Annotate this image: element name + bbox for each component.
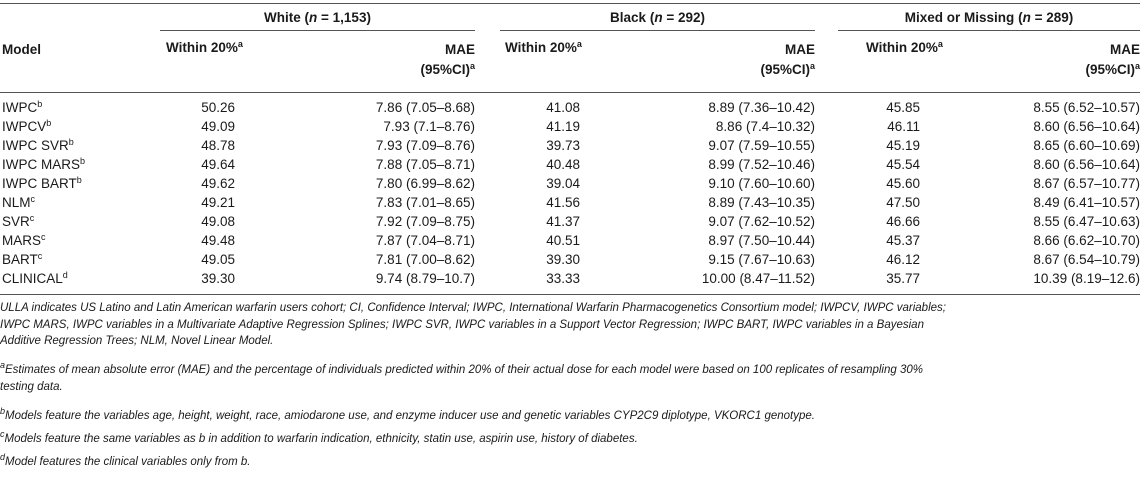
model-name-cell: IWPC SVRb — [2, 137, 74, 154]
mae-white-cell: 9.74 (8.79–10.7) — [375, 271, 475, 286]
within-white-cell: 48.78 — [201, 138, 235, 153]
mae-black-cell: 8.89 (7.43–10.35) — [708, 195, 815, 210]
within-mixed-cell: 47.50 — [886, 195, 920, 210]
mae-black-cell: 8.97 (7.50–10.44) — [708, 233, 815, 248]
table-top-rule — [0, 3, 1140, 4]
mae-mixed-cell: 8.65 (6.60–10.69) — [1033, 138, 1140, 153]
within-black-cell: 41.37 — [546, 214, 580, 229]
group-rule-black — [500, 30, 815, 31]
group-header-mixed: Mixed or Missing (n = 289) — [904, 10, 1074, 25]
within-black-cell: 41.08 — [546, 100, 580, 115]
within-white-cell: 39.30 — [201, 271, 235, 286]
column-header-within-mixed: Within 20%a — [866, 39, 943, 56]
mae-black-cell: 8.86 (7.4–10.32) — [715, 119, 815, 134]
mae-black-cell: 8.99 (7.52–10.46) — [708, 157, 815, 172]
model-name-cell: BARTc — [2, 251, 43, 268]
mae-mixed-cell: 8.67 (6.54–10.79) — [1033, 252, 1140, 267]
within-mixed-cell: 45.37 — [886, 233, 920, 248]
model-name-cell: IWPCVb — [2, 118, 52, 135]
within-white-cell: 49.21 — [201, 195, 235, 210]
group-header-white: White (n = 1,153) — [264, 10, 371, 25]
footnote-d: dModel features the clinical variables o… — [0, 452, 251, 469]
within-mixed-cell: 45.60 — [886, 176, 920, 191]
within-black-cell: 40.48 — [546, 157, 580, 172]
within-mixed-cell: 35.77 — [886, 271, 920, 286]
model-name-cell: IWPC MARSb — [2, 156, 86, 173]
within-mixed-cell: 45.54 — [886, 157, 920, 172]
within-black-cell: 39.04 — [546, 176, 580, 191]
abbreviation-note: ULLA indicates US Latino and Latin Ameri… — [0, 302, 946, 347]
mae-white-cell: 7.92 (7.09–8.75) — [375, 214, 475, 229]
within-mixed-cell: 46.12 — [886, 252, 920, 267]
within-white-cell: 49.64 — [201, 157, 235, 172]
mae-white-cell: 7.83 (7.01–8.65) — [375, 195, 475, 210]
within-white-cell: 49.48 — [201, 233, 235, 248]
within-white-cell: 49.62 — [201, 176, 235, 191]
mae-black-cell: 8.89 (7.36–10.42) — [708, 100, 815, 115]
mae-black-cell: 9.07 (7.62–10.52) — [708, 214, 815, 229]
group-rule-white — [160, 30, 475, 31]
column-header-mae-white: MAE (95%CI)a — [420, 42, 475, 77]
group-rule-mixed — [838, 30, 1140, 31]
within-black-cell: 41.56 — [546, 195, 580, 210]
mae-mixed-cell: 8.55 (6.47–10.63) — [1033, 214, 1140, 229]
model-name-cell: IWPC BARTb — [2, 175, 82, 192]
model-name-cell: NLMc — [2, 194, 36, 211]
mae-white-cell: 7.86 (7.05–8.68) — [375, 100, 475, 115]
mae-black-cell: 9.10 (7.60–10.60) — [708, 176, 815, 191]
within-black-cell: 40.51 — [546, 233, 580, 248]
column-header-mae-black: MAE (95%CI)a — [760, 42, 815, 77]
mae-mixed-cell: 8.66 (6.62–10.70) — [1033, 233, 1140, 248]
mae-mixed-cell: 10.39 (8.19–12.6) — [1033, 271, 1140, 286]
mae-white-cell: 7.93 (7.09–8.76) — [375, 138, 475, 153]
group-header-black: Black (n = 292) — [610, 10, 705, 25]
within-black-cell: 33.33 — [546, 271, 580, 286]
mae-white-cell: 7.88 (7.05–8.71) — [375, 157, 475, 172]
mae-mixed-cell: 8.67 (6.57–10.77) — [1033, 176, 1140, 191]
footnote-a: aEstimates of mean absolute error (MAE) … — [0, 360, 923, 393]
column-header-mae-mixed: MAE (95%CI)a — [1085, 42, 1140, 77]
footnote-c: cModels feature the same variables as b … — [0, 429, 638, 446]
within-white-cell: 49.05 — [201, 252, 235, 267]
mae-black-cell: 9.15 (7.67–10.63) — [708, 252, 815, 267]
model-name-cell: SVRc — [2, 213, 35, 230]
within-mixed-cell: 46.66 — [886, 214, 920, 229]
mae-mixed-cell: 8.60 (6.56–10.64) — [1033, 119, 1140, 134]
within-white-cell: 49.09 — [201, 119, 235, 134]
model-name-cell: MARSc — [2, 232, 46, 249]
model-name-cell: CLINICALd — [2, 270, 68, 287]
mae-black-cell: 10.00 (8.47–11.52) — [701, 271, 815, 286]
column-header-model: Model — [2, 42, 41, 57]
mae-white-cell: 7.93 (7.1–8.76) — [383, 119, 475, 134]
within-black-cell: 39.30 — [546, 252, 580, 267]
mae-black-cell: 9.07 (7.59–10.55) — [708, 138, 815, 153]
column-header-within-black: Within 20%a — [505, 39, 582, 56]
within-mixed-cell: 45.19 — [886, 138, 920, 153]
within-white-cell: 50.26 — [201, 100, 235, 115]
column-header-within-white: Within 20%a — [166, 39, 243, 56]
mae-white-cell: 7.87 (7.04–8.71) — [375, 233, 475, 248]
within-white-cell: 49.08 — [201, 214, 235, 229]
within-mixed-cell: 46.11 — [887, 119, 920, 134]
mae-mixed-cell: 8.49 (6.41–10.57) — [1033, 195, 1140, 210]
header-bottom-rule — [0, 92, 1140, 93]
mae-white-cell: 7.81 (7.00–8.62) — [375, 252, 475, 267]
within-mixed-cell: 45.85 — [886, 100, 920, 115]
within-black-cell: 41.19 — [546, 119, 580, 134]
footnote-b: bModels feature the variables age, heigh… — [0, 406, 815, 423]
mae-white-cell: 7.80 (6.99–8.62) — [375, 176, 475, 191]
within-black-cell: 39.73 — [546, 138, 580, 153]
mae-mixed-cell: 8.60 (6.56–10.64) — [1033, 157, 1140, 172]
table-bottom-rule — [0, 294, 1140, 295]
model-name-cell: IWPCb — [2, 99, 43, 116]
mae-mixed-cell: 8.55 (6.52–10.57) — [1033, 100, 1140, 115]
